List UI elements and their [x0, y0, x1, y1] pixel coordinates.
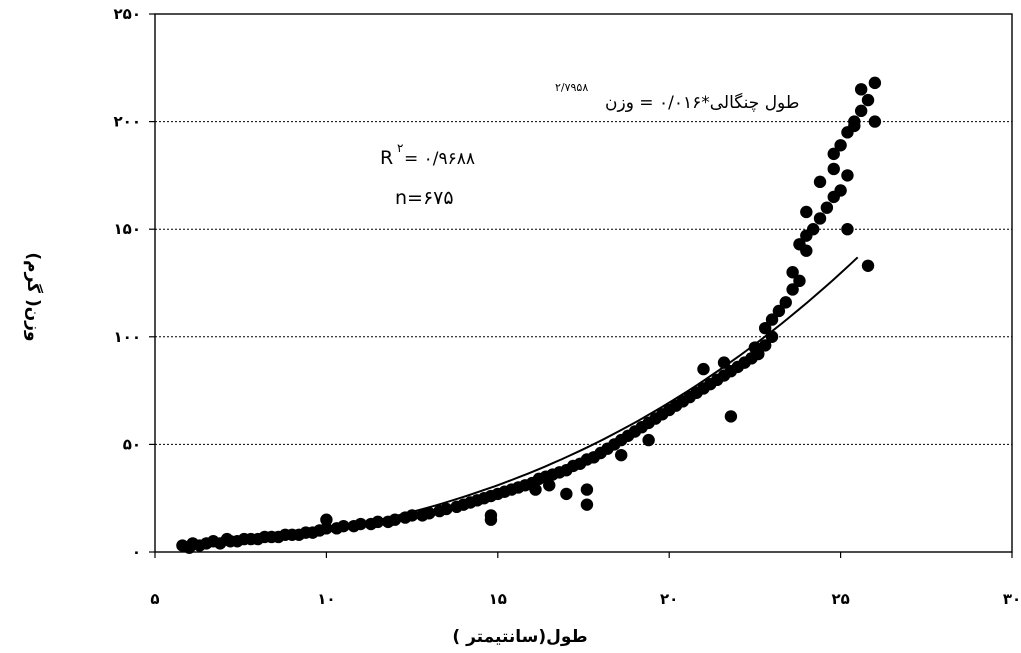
y-tick-label: ۰: [132, 543, 141, 561]
r-squared-value: = ۰/۹۶۸۸: [404, 149, 475, 169]
x-tick-label: ۱۰: [317, 590, 335, 608]
x-tick-label: ۳۰: [1003, 590, 1021, 608]
data-point: [765, 313, 779, 326]
data-point: [752, 347, 765, 361]
data-point: [772, 304, 786, 318]
data-point: [834, 139, 847, 152]
data-point: [841, 223, 854, 236]
data-point: [758, 339, 772, 352]
x-axis-tick-labels: ۵ ۱۰ ۱۵ ۲۰ ۲۵ ۳۰: [150, 590, 1021, 608]
data-point: [320, 513, 333, 526]
data-point: [615, 448, 628, 462]
data-point: [793, 274, 806, 288]
data-point: [868, 76, 882, 90]
data-point: [800, 205, 813, 219]
data-point: [834, 184, 847, 197]
plot-area: [154, 13, 1013, 553]
data-point: [841, 169, 854, 182]
data-point: [861, 259, 875, 272]
equation-exponent: ۲/۷۹۵۸: [555, 81, 588, 94]
data-point: [484, 509, 498, 522]
data-point: [861, 93, 875, 107]
data-point: [440, 502, 453, 516]
data-point: [820, 201, 834, 214]
data-point: [779, 296, 792, 309]
data-point: [580, 498, 594, 511]
data-point: [642, 433, 655, 447]
data-points: [176, 76, 882, 554]
data-point: [786, 266, 799, 279]
data-point: [423, 507, 436, 520]
y-axis-tick-labels: ۰ ۵۰ ۱۰۰ ۱۵۰ ۲۰۰ ۲۵۰: [114, 5, 141, 561]
data-point: [827, 147, 840, 161]
axis-ticks: [149, 13, 1013, 558]
regression-line: [182, 256, 859, 549]
y-tick-label: ۵۰: [123, 435, 141, 453]
x-tick-label: ۵: [150, 590, 159, 608]
data-point: [813, 212, 827, 225]
y-tick-label: ۲۵۰: [114, 5, 141, 23]
data-point: [543, 479, 556, 492]
x-axis-title: طول(سانتیمتر ): [452, 627, 587, 647]
y-tick-label: ۱۰۰: [114, 328, 141, 346]
y-axis-title: وزن( گرم): [23, 252, 44, 341]
sample-size-label: n=۶۷۵: [395, 187, 454, 209]
data-point: [697, 362, 710, 376]
data-point: [765, 330, 779, 343]
data-point: [529, 483, 542, 496]
data-point: [786, 283, 799, 296]
data-point: [806, 223, 820, 236]
x-tick-label: ۲۵: [831, 590, 849, 608]
data-point: [813, 175, 827, 189]
data-point: [848, 119, 861, 133]
data-point: [560, 487, 573, 501]
x-tick-label: ۱۵: [489, 590, 507, 608]
data-point: [868, 115, 882, 128]
equation-label: طول چنگالی*۰/۰۱۶ = وزن: [605, 92, 799, 113]
data-point: [854, 104, 868, 118]
data-point: [337, 519, 350, 533]
r-squared-superscript: ۲: [397, 141, 403, 155]
data-point: [800, 244, 813, 257]
x-tick-label: ۲۰: [660, 590, 678, 608]
data-point: [854, 83, 868, 96]
gridlines: [155, 121, 1012, 445]
data-point: [827, 162, 840, 176]
data-point: [758, 321, 772, 335]
data-point: [724, 410, 738, 423]
r-squared-label: R: [380, 147, 393, 169]
y-tick-label: ۱۵۰: [114, 220, 141, 238]
data-point: [580, 483, 594, 496]
y-tick-label: ۲۰۰: [114, 113, 141, 131]
